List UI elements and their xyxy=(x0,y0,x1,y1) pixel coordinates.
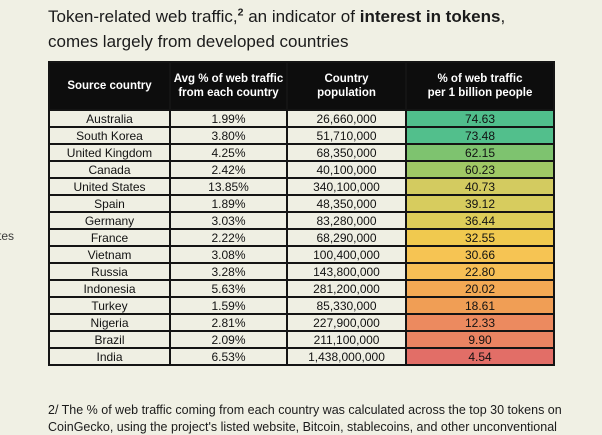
table-row: Spain 1.89% 48,350,000 39.12 xyxy=(49,195,554,212)
table-row: United States 13.85% 340,100,000 40.73 xyxy=(49,178,554,195)
cell-per-billion: 32.55 xyxy=(406,229,554,246)
cell-country: India xyxy=(49,348,170,365)
cell-avg-traffic: 3.28% xyxy=(170,263,287,280)
cropped-side-text: tes xyxy=(0,229,14,243)
cell-population: 100,400,000 xyxy=(287,246,406,263)
cell-country: South Korea xyxy=(49,127,170,144)
column-header-population: Country population xyxy=(287,62,406,110)
cell-country: Turkey xyxy=(49,297,170,314)
title-line1-bold: interest in tokens xyxy=(360,7,501,26)
cell-country: Russia xyxy=(49,263,170,280)
cell-per-billion: 9.90 xyxy=(406,331,554,348)
cell-population: 51,710,000 xyxy=(287,127,406,144)
cell-country: Germany xyxy=(49,212,170,229)
title-line2: comes largely from developed countries xyxy=(48,32,348,51)
cell-avg-traffic: 13.85% xyxy=(170,178,287,195)
table-row: United Kingdom 4.25% 68,350,000 62.15 xyxy=(49,144,554,161)
table-row: Australia 1.99% 26,660,000 74.63 xyxy=(49,110,554,127)
cell-avg-traffic: 3.80% xyxy=(170,127,287,144)
cell-per-billion: 12.33 xyxy=(406,314,554,331)
table-row: Vietnam 3.08% 100,400,000 30.66 xyxy=(49,246,554,263)
cell-country: Vietnam xyxy=(49,246,170,263)
cell-population: 68,290,000 xyxy=(287,229,406,246)
cell-population: 85,330,000 xyxy=(287,297,406,314)
cell-population: 68,350,000 xyxy=(287,144,406,161)
cell-per-billion: 73.48 xyxy=(406,127,554,144)
cell-avg-traffic: 2.81% xyxy=(170,314,287,331)
cell-per-billion: 4.54 xyxy=(406,348,554,365)
cell-population: 340,100,000 xyxy=(287,178,406,195)
cell-per-billion: 18.61 xyxy=(406,297,554,314)
table-row: India 6.53% 1,438,000,000 4.54 xyxy=(49,348,554,365)
cell-per-billion: 22.80 xyxy=(406,263,554,280)
cell-avg-traffic: 2.22% xyxy=(170,229,287,246)
cell-population: 83,280,000 xyxy=(287,212,406,229)
cell-population: 227,900,000 xyxy=(287,314,406,331)
table-row: Russia 3.28% 143,800,000 22.80 xyxy=(49,263,554,280)
table-row: Turkey 1.59% 85,330,000 18.61 xyxy=(49,297,554,314)
cell-country: Indonesia xyxy=(49,280,170,297)
cell-per-billion: 62.15 xyxy=(406,144,554,161)
table-row: Nigeria 2.81% 227,900,000 12.33 xyxy=(49,314,554,331)
cell-per-billion: 20.02 xyxy=(406,280,554,297)
cell-population: 26,660,000 xyxy=(287,110,406,127)
cell-country: United Kingdom xyxy=(49,144,170,161)
cell-country: Brazil xyxy=(49,331,170,348)
table-row: Canada 2.42% 40,100,000 60.23 xyxy=(49,161,554,178)
cell-population: 211,100,000 xyxy=(287,331,406,348)
cell-avg-traffic: 3.08% xyxy=(170,246,287,263)
cell-avg-traffic: 3.03% xyxy=(170,212,287,229)
cell-per-billion: 36.44 xyxy=(406,212,554,229)
cell-per-billion: 40.73 xyxy=(406,178,554,195)
footnote-line2: CoinGecko, using the project's listed we… xyxy=(48,419,588,435)
cell-avg-traffic: 4.25% xyxy=(170,144,287,161)
title-line1-pre: Token-related web traffic, xyxy=(48,7,238,26)
cell-per-billion: 60.23 xyxy=(406,161,554,178)
title-line1-mid: an indicator of xyxy=(243,7,359,26)
column-header-avg_traffic: Avg % of web traffic from each country xyxy=(170,62,287,110)
footnote: 2/ The % of web traffic coming from each… xyxy=(48,402,588,435)
title-line1-post: , xyxy=(500,7,505,26)
table-row: France 2.22% 68,290,000 32.55 xyxy=(49,229,554,246)
cell-population: 281,200,000 xyxy=(287,280,406,297)
cell-avg-traffic: 1.89% xyxy=(170,195,287,212)
cell-population: 48,350,000 xyxy=(287,195,406,212)
table-row: Indonesia 5.63% 281,200,000 20.02 xyxy=(49,280,554,297)
cell-population: 40,100,000 xyxy=(287,161,406,178)
cell-avg-traffic: 1.99% xyxy=(170,110,287,127)
table-body: Australia 1.99% 26,660,000 74.63 South K… xyxy=(49,110,554,365)
cell-population: 143,800,000 xyxy=(287,263,406,280)
cell-per-billion: 74.63 xyxy=(406,110,554,127)
table-row: South Korea 3.80% 51,710,000 73.48 xyxy=(49,127,554,144)
footnote-line1: 2/ The % of web traffic coming from each… xyxy=(48,402,588,419)
cell-avg-traffic: 1.59% xyxy=(170,297,287,314)
table-row: Germany 3.03% 83,280,000 36.44 xyxy=(49,212,554,229)
table-row: Brazil 2.09% 211,100,000 9.90 xyxy=(49,331,554,348)
cell-country: Canada xyxy=(49,161,170,178)
column-header-source_country: Source country xyxy=(49,62,170,110)
cell-country: Australia xyxy=(49,110,170,127)
cell-country: United States xyxy=(49,178,170,195)
cell-per-billion: 30.66 xyxy=(406,246,554,263)
cell-country: Nigeria xyxy=(49,314,170,331)
cell-avg-traffic: 2.42% xyxy=(170,161,287,178)
cell-country: Spain xyxy=(49,195,170,212)
cell-population: 1,438,000,000 xyxy=(287,348,406,365)
cell-avg-traffic: 2.09% xyxy=(170,331,287,348)
column-header-per_billion: % of web traffic per 1 billion people xyxy=(406,62,554,110)
cell-avg-traffic: 5.63% xyxy=(170,280,287,297)
page-title: Token-related web traffic,2 an indicator… xyxy=(48,4,505,54)
cell-country: France xyxy=(49,229,170,246)
cell-per-billion: 39.12 xyxy=(406,195,554,212)
cell-avg-traffic: 6.53% xyxy=(170,348,287,365)
